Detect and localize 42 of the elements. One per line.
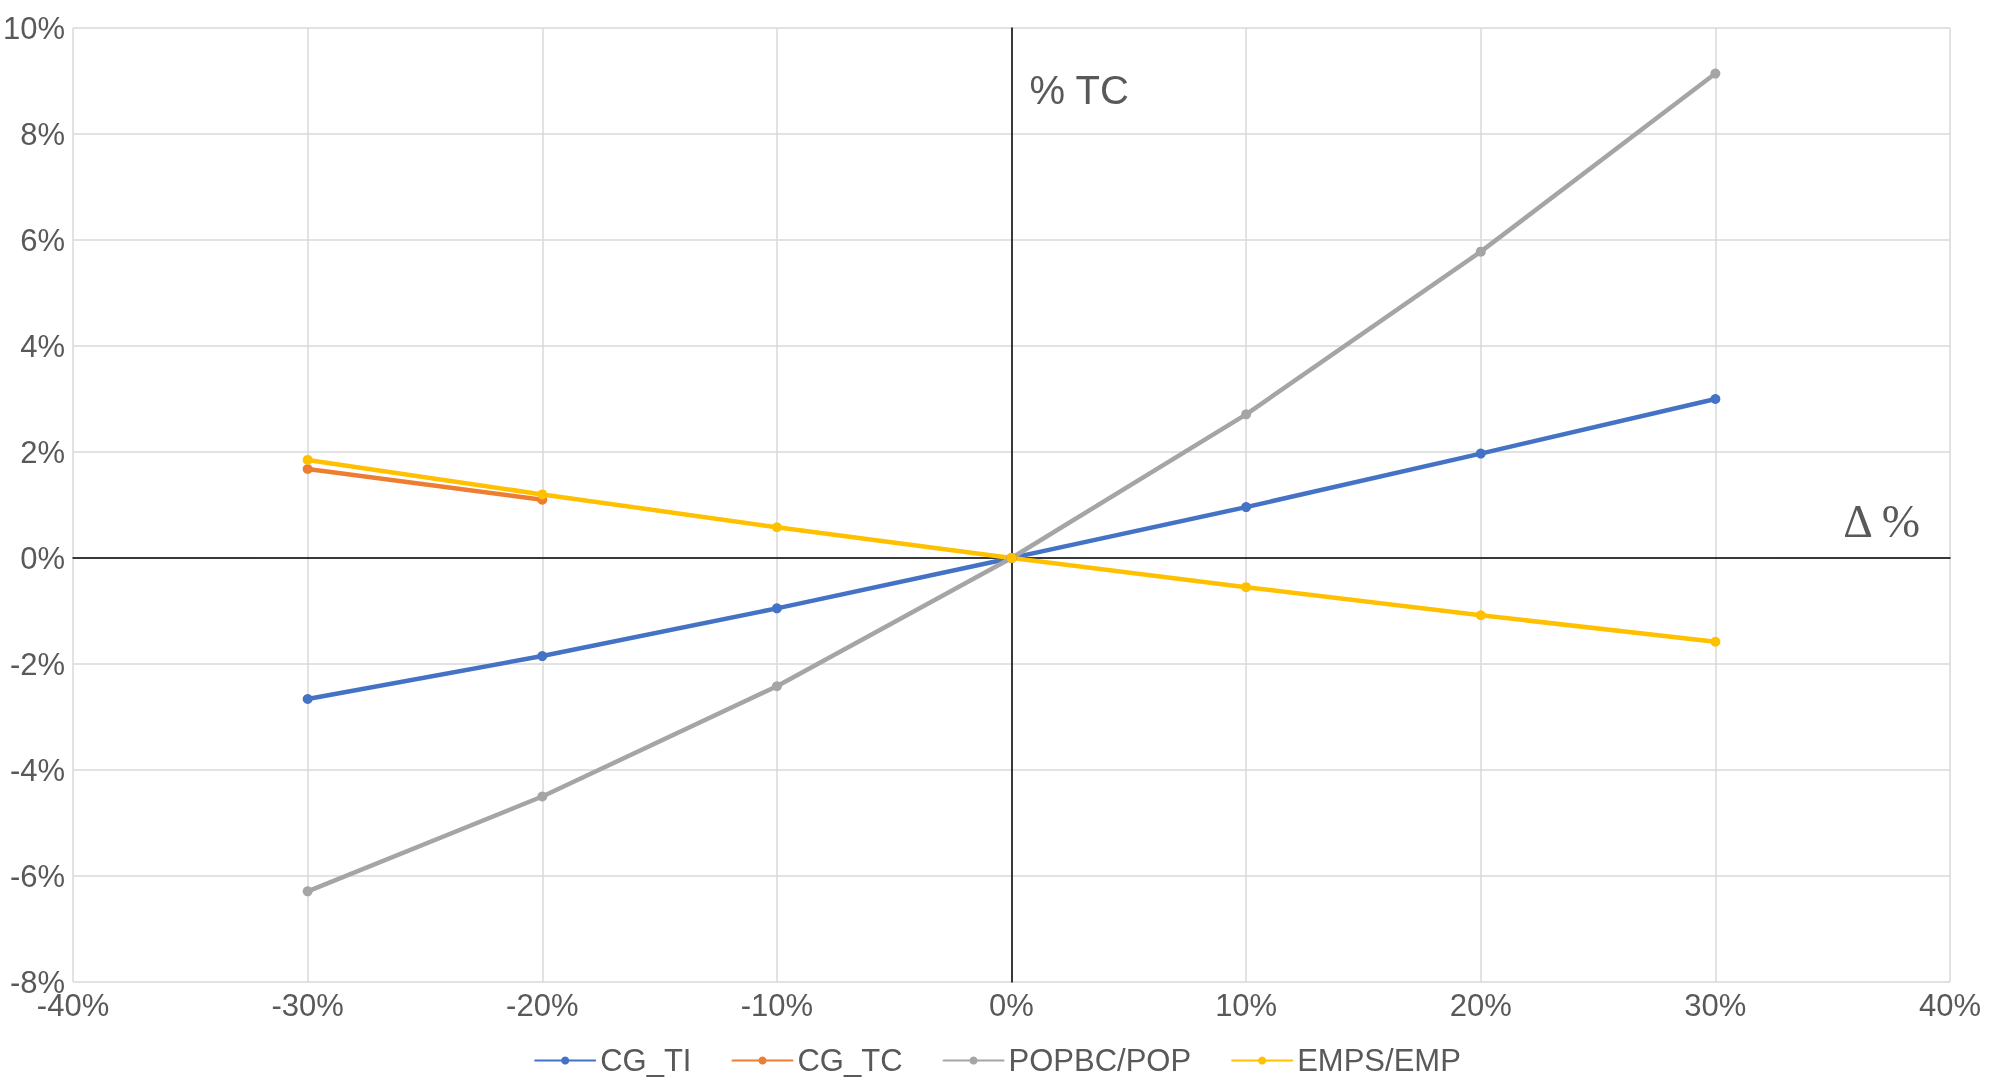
x-tick-label: -30% [271,988,344,1023]
point [302,454,313,465]
y-axis-title: % TC [1029,68,1129,112]
legend-label: CG_TI [600,1043,692,1078]
legend-label: POPBC/POP [1008,1043,1192,1078]
y-tick-label: -4% [9,752,66,788]
legend-label: CG_TC [797,1043,903,1078]
point [1475,246,1486,257]
y-tick-label: -2% [9,646,66,682]
point [1241,409,1252,420]
point [1475,610,1486,621]
point [537,489,548,500]
x-tick-label: 20% [1449,988,1512,1023]
point [771,522,782,533]
x-tick-label: 10% [1215,988,1278,1023]
point [302,693,313,704]
point [1241,582,1252,593]
y-tick-label: 8% [20,116,66,152]
y-tick-label: 6% [20,222,66,258]
point [1710,68,1721,79]
y-tick-label: -6% [9,858,66,894]
point [771,603,782,614]
point [1710,636,1721,647]
x-tick-label: 0% [989,988,1034,1023]
x-tick-label: -20% [506,988,579,1023]
x-tick-label: -10% [740,988,814,1023]
point [1475,448,1486,459]
point [302,886,313,897]
point [771,681,782,692]
point [302,463,313,474]
point [537,651,548,662]
x-tick-label: 30% [1684,988,1747,1023]
x-axis-title: Δ % [1843,495,1920,547]
y-tick-label: 2% [20,434,66,470]
legend-label: EMPS/EMP [1297,1043,1461,1078]
point [1241,502,1252,513]
point [537,791,548,802]
y-tick-label: 0% [20,540,66,576]
y-tick-label: 4% [20,328,66,364]
y-tick-label: 10% [3,10,66,46]
point [1710,394,1721,404]
x-tick-label: 40% [1918,988,1982,1023]
